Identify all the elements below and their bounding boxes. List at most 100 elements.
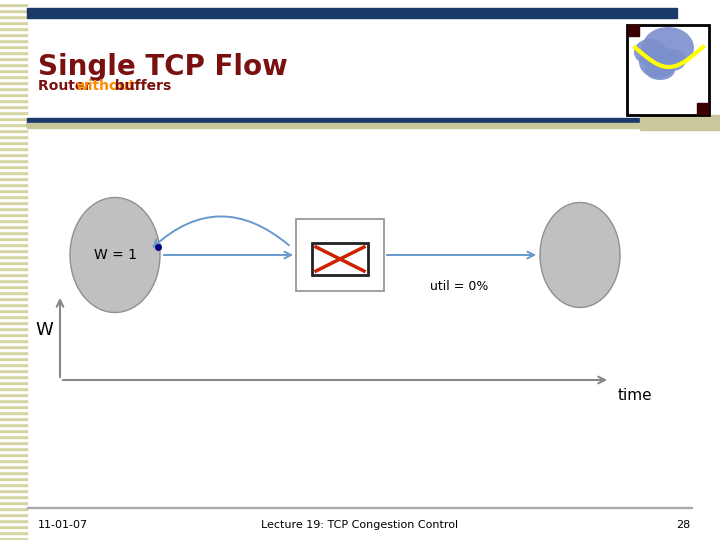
Bar — [0, 333, 27, 336]
Bar — [0, 288, 27, 291]
Bar — [0, 3, 27, 6]
Bar — [628, 25, 639, 36]
Bar — [0, 42, 27, 45]
Bar — [0, 369, 27, 372]
Bar — [0, 348, 27, 351]
Bar — [0, 120, 27, 123]
Text: 28: 28 — [676, 520, 690, 530]
Bar — [0, 339, 27, 342]
Bar — [0, 234, 27, 237]
Ellipse shape — [639, 46, 677, 78]
Bar — [0, 111, 27, 114]
Bar — [0, 363, 27, 366]
Ellipse shape — [645, 60, 675, 80]
Bar — [0, 138, 27, 141]
Bar — [0, 327, 27, 330]
Bar — [0, 378, 27, 381]
Bar — [0, 273, 27, 276]
Text: Router: Router — [38, 79, 96, 93]
Bar — [0, 21, 27, 24]
Bar — [0, 420, 27, 423]
Bar — [0, 279, 27, 282]
Bar — [0, 147, 27, 150]
Bar — [0, 210, 27, 213]
Bar — [312, 243, 368, 275]
Bar — [0, 276, 27, 279]
Bar — [0, 342, 27, 345]
Bar — [0, 135, 27, 138]
Bar — [0, 213, 27, 216]
Bar — [0, 318, 27, 321]
Bar — [0, 387, 27, 390]
Bar — [0, 207, 27, 210]
Bar — [0, 423, 27, 426]
Ellipse shape — [658, 49, 686, 71]
Bar — [0, 66, 27, 69]
Bar — [0, 366, 27, 369]
Bar — [0, 429, 27, 432]
Bar — [0, 168, 27, 171]
Bar — [0, 450, 27, 453]
Bar — [0, 312, 27, 315]
Bar — [0, 201, 27, 204]
Bar — [0, 513, 27, 516]
Bar — [0, 63, 27, 66]
Bar — [0, 237, 27, 240]
Bar — [0, 153, 27, 156]
Bar — [0, 300, 27, 303]
Bar — [0, 468, 27, 471]
Bar — [0, 180, 27, 183]
Bar — [0, 336, 27, 339]
Bar — [0, 516, 27, 519]
Bar — [0, 456, 27, 459]
Bar — [0, 324, 27, 327]
Bar — [0, 426, 27, 429]
Bar — [0, 525, 27, 528]
Bar — [0, 75, 27, 78]
Bar — [0, 309, 27, 312]
Bar — [0, 240, 27, 243]
Bar — [0, 225, 27, 228]
Bar — [0, 375, 27, 378]
Bar — [0, 492, 27, 495]
Bar — [0, 315, 27, 318]
Bar — [0, 48, 27, 51]
Bar — [0, 489, 27, 492]
Bar — [0, 102, 27, 105]
Bar — [0, 246, 27, 249]
Bar — [0, 36, 27, 39]
Bar — [0, 282, 27, 285]
Bar — [0, 114, 27, 117]
Bar — [0, 483, 27, 486]
Bar — [0, 60, 27, 63]
Bar — [0, 372, 27, 375]
Text: util = 0%: util = 0% — [430, 280, 488, 294]
Bar — [0, 54, 27, 57]
Bar — [0, 162, 27, 165]
Bar — [627, 25, 709, 115]
Text: buffers: buffers — [110, 79, 171, 93]
Text: 11-01-07: 11-01-07 — [38, 520, 88, 530]
Bar — [0, 129, 27, 132]
Bar — [0, 495, 27, 498]
Bar — [0, 123, 27, 126]
Bar — [0, 459, 27, 462]
Bar — [0, 414, 27, 417]
Bar — [0, 381, 27, 384]
Bar — [0, 402, 27, 405]
Bar — [0, 78, 27, 81]
Bar — [0, 435, 27, 438]
Bar — [0, 216, 27, 219]
Bar — [0, 231, 27, 234]
Text: W = 1: W = 1 — [94, 248, 137, 262]
Bar — [0, 18, 27, 21]
Bar — [0, 144, 27, 147]
Bar — [0, 501, 27, 504]
Bar — [0, 243, 27, 246]
Bar — [0, 270, 27, 273]
Bar — [0, 471, 27, 474]
Bar — [27, 123, 720, 128]
Bar — [0, 384, 27, 387]
Bar — [0, 165, 27, 168]
Bar — [0, 480, 27, 483]
